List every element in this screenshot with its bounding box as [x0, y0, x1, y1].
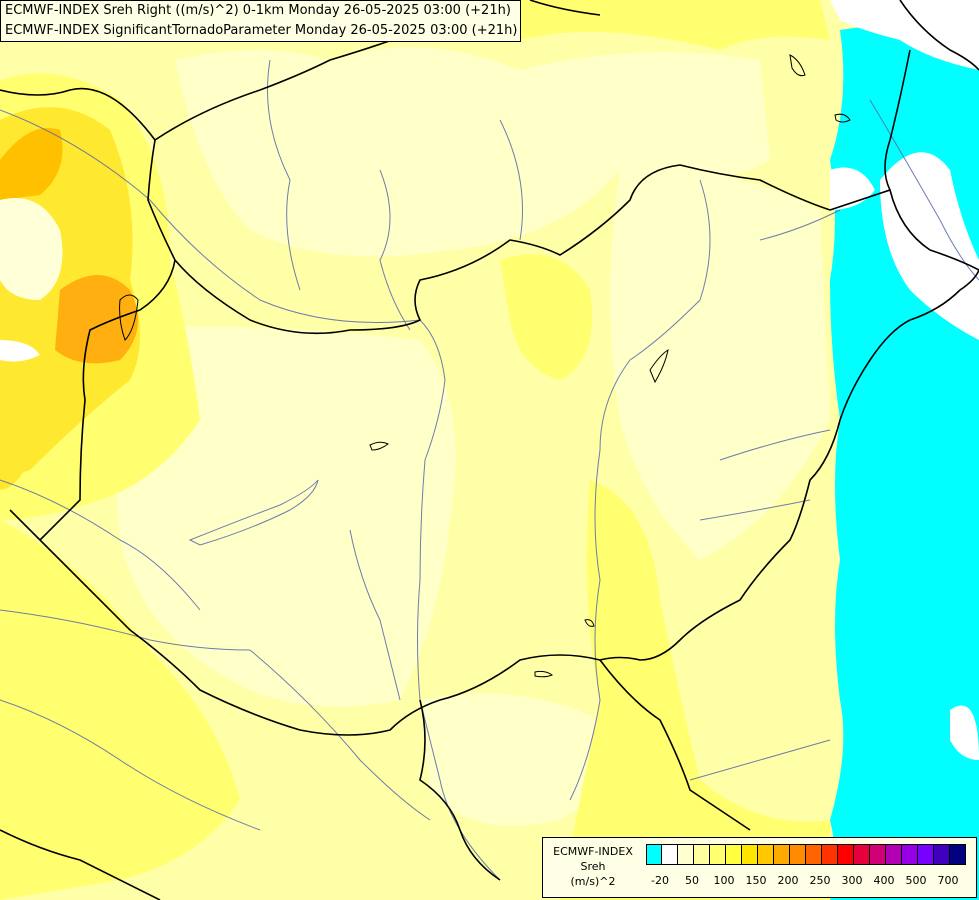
white-pocket-east-1: [880, 152, 979, 340]
legend-tick-label: 700: [937, 874, 959, 887]
river-sw-1: [0, 699, 261, 831]
legend-swatch: [774, 844, 790, 865]
legend-swatch: [646, 844, 662, 865]
river-east-2: [719, 429, 831, 461]
cyan-zone-east: [830, 25, 979, 900]
river-east-1: [759, 209, 841, 241]
lake-5: [649, 348, 669, 384]
river-east-3: [699, 499, 811, 521]
border-east-romania: [599, 319, 911, 661]
gold-zone-left-edge: [0, 420, 30, 490]
lake-4: [834, 113, 851, 123]
river-south-2: [689, 739, 831, 781]
legend-swatch: [710, 844, 726, 865]
small-lakes: [119, 54, 851, 678]
lake-1: [369, 441, 389, 451]
legend-swatch: [758, 844, 774, 865]
border-south-2: [419, 699, 501, 881]
river-west-2: [0, 609, 251, 651]
yellow-zone-southeast: [560, 480, 830, 900]
river-north-3: [499, 119, 523, 241]
legend-swatch: [806, 844, 822, 865]
legend-swatch: [790, 844, 806, 865]
border-south: [9, 509, 601, 736]
border-ne-2: [899, 0, 979, 71]
legend-swatch: [662, 844, 678, 865]
legend-swatch: [678, 844, 694, 865]
white-pocket-east-3: [950, 705, 979, 760]
legend-swatch: [742, 844, 758, 865]
legend-tick-label: 400: [873, 874, 895, 887]
lake-3: [789, 54, 806, 77]
yellow-zone-southwest: [0, 520, 240, 900]
legend-swatch: [886, 844, 902, 865]
legend-label: ECMWF-INDEX Sreh (m/s)^2: [545, 844, 641, 889]
lake-2: [119, 294, 139, 341]
legend-tick-label: 100: [713, 874, 735, 887]
border-east: [829, 188, 979, 271]
title-line-2: ECMWF-INDEX SignificantTornadoParameter …: [5, 23, 518, 38]
legend-label-line-2: Sreh: [580, 860, 606, 873]
lake-balaton: [188, 479, 319, 546]
legend-tick-label: 150: [745, 874, 767, 887]
legend-swatch: [950, 844, 966, 865]
legend-tick-label: 200: [777, 874, 799, 887]
river-south-1: [249, 649, 431, 821]
border-east-moldova: [909, 269, 979, 321]
legend-swatch: [822, 844, 838, 865]
legend-tick-label: 300: [841, 874, 863, 887]
orange-zone-west: [55, 275, 138, 364]
white-pocket-ne: [830, 0, 979, 70]
legend-swatch: [838, 844, 854, 865]
color-legend: ECMWF-INDEX Sreh (m/s)^2 -20 50 100 150 200 2…: [542, 837, 977, 898]
legend-tick-label: 500: [905, 874, 927, 887]
border-west: [39, 259, 176, 541]
border-sw: [0, 829, 161, 900]
border-north: [0, 87, 831, 335]
legend-label-line-1: ECMWF-INDEX: [553, 845, 633, 858]
pale-pocket-2: [0, 340, 40, 362]
map-title-box: ECMWF-INDEX Sreh Right ((m/s)^2) 0-1km M…: [0, 0, 521, 42]
pale-zone-south: [420, 693, 605, 826]
legend-color-bar: [646, 844, 966, 865]
lake-6: [584, 619, 595, 627]
pale-zone-east: [610, 168, 830, 561]
pale-pocket-1: [0, 198, 63, 300]
legend-swatch: [854, 844, 870, 865]
border-south-3: [599, 659, 751, 831]
legend-tick-label: 50: [685, 874, 699, 887]
river-north-1: [267, 59, 301, 291]
yellow-zone-north-center: [500, 254, 592, 380]
river-west-1: [0, 479, 201, 611]
border-top-left: [529, 0, 601, 16]
pale-zone-center: [115, 326, 456, 707]
title-line-1: ECMWF-INDEX Sreh Right ((m/s)^2) 0-1km M…: [5, 3, 511, 18]
legend-swatch: [934, 844, 950, 865]
legend-swatch: [902, 844, 918, 865]
legend-tick-label: 250: [809, 874, 831, 887]
legend-tick-label: -20: [651, 874, 669, 887]
river-north-2: [379, 169, 411, 331]
pale-zone-north: [175, 47, 770, 257]
river-tisza: [569, 179, 711, 801]
legend-swatch: [726, 844, 742, 865]
legend-label-line-3: (m/s)^2: [570, 875, 616, 888]
legend-swatch: [694, 844, 710, 865]
river-center-1: [349, 529, 401, 701]
legend-swatch: [870, 844, 886, 865]
orange-zone-nw: [0, 128, 63, 200]
legend-swatch: [918, 844, 934, 865]
yellow-zone-top: [420, 0, 830, 50]
border-ne-ukraine: [884, 49, 911, 191]
lake-7: [534, 670, 554, 678]
river-danube: [0, 109, 501, 881]
